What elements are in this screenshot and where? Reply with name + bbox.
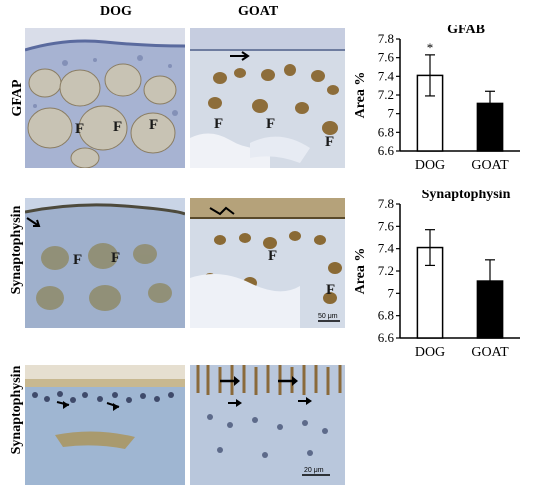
y-tick-label: 6.8 (378, 124, 394, 139)
y-tick-label: 6.8 (378, 308, 394, 323)
scale-bar-label: 20 μm (304, 467, 324, 474)
follicle-label: F (266, 116, 275, 132)
y-axis-label: Area % (353, 72, 368, 119)
follicle-label: F (326, 282, 335, 298)
y-tick-label: 7.4 (378, 241, 395, 256)
y-tick-label: 7 (388, 106, 395, 121)
micrograph-dog-gfap: F F F (25, 28, 185, 168)
micrograph-dog-synaptophysin-highmag (25, 365, 185, 485)
y-tick-label: 7.8 (378, 31, 394, 46)
y-axis-label: Area % (353, 248, 368, 295)
y-tick-label: 7.8 (378, 196, 394, 211)
follicle-label: F (325, 134, 334, 150)
follicle-label: F (75, 121, 84, 137)
y-tick-label: 7 (388, 285, 395, 300)
micrograph-goat-synaptophysin: F F 50 μm (190, 198, 345, 328)
y-tick-label: 6.6 (378, 143, 395, 158)
y-tick-label: 7.6 (378, 50, 395, 65)
chart-gfab: GFAB Area % 6.6 6.8 7 7.2 7.4 7.6 7.8 DOG * GOAT (350, 22, 530, 180)
follicle-label: F (214, 116, 223, 132)
scale-bar-label: 50 μm (318, 313, 338, 320)
micrograph-goat-gfap: F F F (190, 28, 345, 168)
follicle-label: F (149, 117, 158, 133)
follicle-label: F (113, 119, 122, 135)
chart-title: Synaptophysin (422, 190, 511, 202)
chart-title: GFAB (447, 25, 485, 37)
significance-marker: * (427, 40, 434, 55)
column-title-dog: DOG (100, 4, 132, 19)
micrograph-dog-synaptophysin: F F (25, 198, 185, 328)
y-tick-label: 7.4 (378, 68, 395, 83)
y-tick-label: 7.2 (378, 87, 394, 102)
row-label-gfap: GFAP (10, 79, 25, 117)
row-label-synaptophysin-2: Synaptophysin (9, 365, 24, 455)
column-title-goat: GOAT (238, 4, 279, 19)
y-tick-label: 7.6 (378, 218, 395, 233)
follicle-label: F (73, 252, 82, 268)
category-label: GOAT (471, 158, 509, 173)
y-tick-label: 7.2 (378, 263, 394, 278)
category-label: GOAT (471, 345, 509, 360)
row-label-synaptophysin-1: Synaptophysin (9, 205, 24, 295)
micrograph-goat-synaptophysin-highmag: 20 μm (190, 365, 345, 485)
follicle-label: F (111, 250, 120, 266)
category-label: DOG (415, 158, 445, 173)
follicle-label: F (268, 248, 277, 264)
category-label: DOG (415, 345, 445, 360)
y-tick-label: 6.6 (378, 330, 395, 345)
chart-synaptophysin: Synaptophysin Area % 6.6 6.8 7 7.2 7.4 7.6 7.8 DO… (350, 187, 530, 360)
